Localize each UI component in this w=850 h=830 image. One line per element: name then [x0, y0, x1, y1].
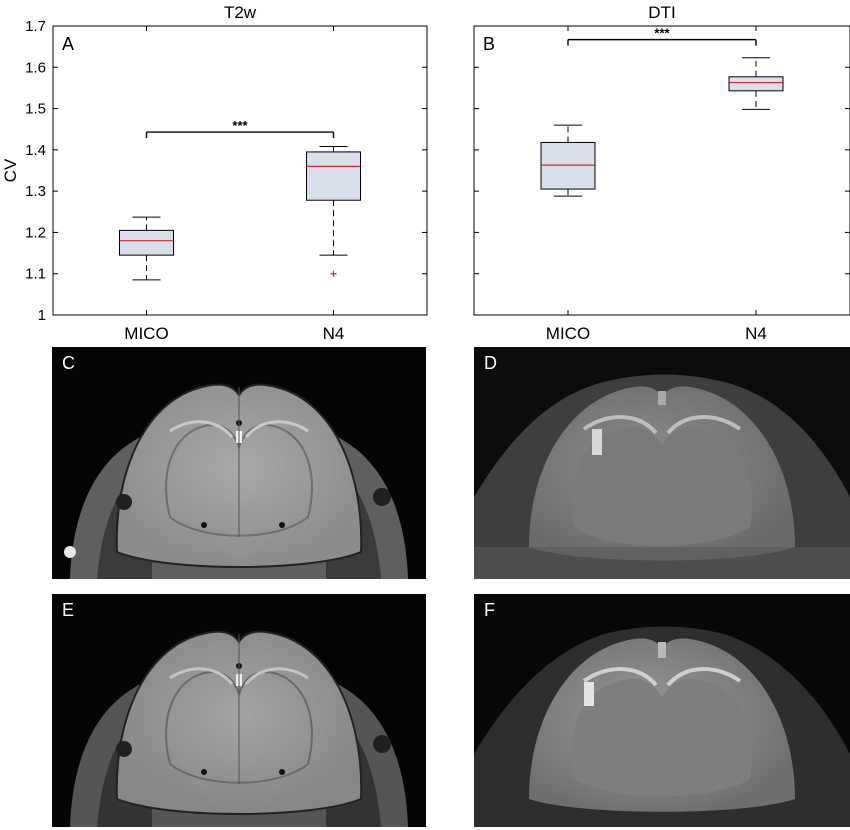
- y-tick-label: 1.3: [25, 183, 46, 200]
- dti-brain-image: [474, 347, 850, 579]
- panel-label-a: A: [62, 34, 74, 54]
- x-tick-label: N4: [323, 324, 345, 343]
- y-tick-label: 1: [38, 307, 46, 324]
- chart-title: DTI: [648, 3, 675, 22]
- box-mico: [119, 216, 174, 281]
- chart-b: DTI B MICO N4 ***: [473, 3, 850, 343]
- iqr-box: [119, 229, 174, 256]
- significance-label: ***: [232, 118, 248, 133]
- chart-a: T2w A 1 1.1 1.2 1.3 1.4 1.5 1.6 1.7 CV MICO N4 ***: [1, 3, 428, 343]
- image-panel-d: D: [474, 347, 850, 579]
- image-panel-f: F: [474, 594, 850, 827]
- y-tick-label: 1.7: [25, 18, 46, 35]
- chart-title: T2w: [224, 3, 257, 22]
- x-tick-label: N4: [745, 324, 767, 343]
- iqr-box: [306, 151, 361, 201]
- outlier-marker: [330, 270, 337, 277]
- panel-label-d: D: [484, 353, 497, 373]
- plot-frame: [473, 25, 850, 316]
- dti-brain-image: [474, 594, 850, 827]
- y-tick-label: 1.6: [25, 59, 46, 76]
- panel-label-c: C: [62, 353, 75, 373]
- x-tick-label: MICO: [124, 324, 168, 343]
- image-panel-c: C: [52, 347, 426, 579]
- significance-bracket: ***: [145, 118, 335, 139]
- y-tick-label: 1.2: [25, 224, 46, 241]
- plot-frame: [52, 25, 428, 316]
- significance-label: ***: [654, 26, 670, 41]
- significance-bracket: ***: [567, 26, 757, 46]
- iqr-box: [540, 141, 596, 190]
- t2w-brain-image: [52, 347, 426, 579]
- y-axis-label: CV: [1, 158, 20, 182]
- x-tick-label: MICO: [546, 324, 590, 343]
- iqr-box: [728, 76, 784, 92]
- panel-label-b: B: [483, 34, 495, 54]
- box-mico: [540, 124, 596, 197]
- panel-label-e: E: [62, 600, 75, 620]
- panel-label-f: F: [484, 600, 495, 620]
- y-tick-label: 1.4: [25, 142, 46, 159]
- box-n4: [306, 146, 361, 277]
- y-tick-label: 1.5: [25, 101, 46, 118]
- y-tick-label: 1.1: [25, 266, 46, 283]
- box-n4: [728, 57, 784, 110]
- image-panel-e: E: [52, 594, 426, 827]
- t2w-brain-image: [52, 594, 426, 827]
